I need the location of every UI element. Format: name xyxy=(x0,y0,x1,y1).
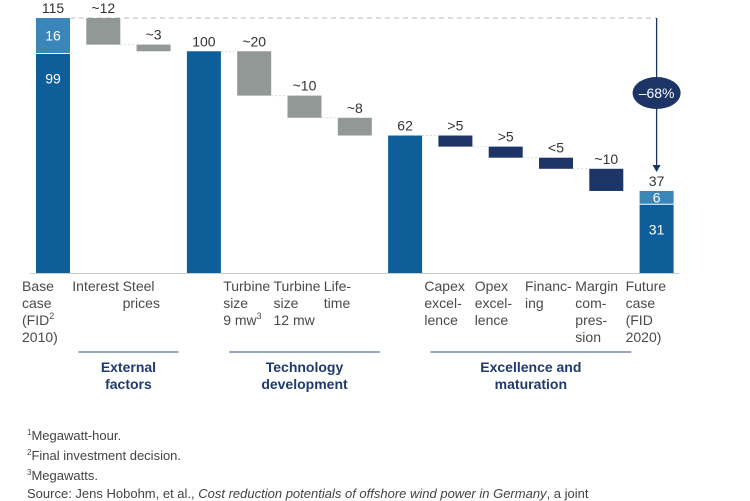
group-label-external: External xyxy=(101,359,156,375)
category-label-future-case: case xyxy=(626,295,656,311)
bar-steel-prices xyxy=(136,44,171,52)
segment-label-base-case-1: 16 xyxy=(45,28,61,44)
group-label-technology: Technology xyxy=(266,359,344,375)
segment-label-future-case-1: 6 xyxy=(653,190,661,206)
category-label-margin-compression: Margin xyxy=(575,278,618,294)
source-title: Cost reduction potentials of offshore wi… xyxy=(198,486,547,501)
category-label-turbine-9mw: size xyxy=(223,295,248,311)
category-label-margin-compression: com- xyxy=(575,295,606,311)
bar-margin-compression xyxy=(589,168,624,191)
category-label-base-case: case xyxy=(22,295,52,311)
footnote-1: 1Megawatt-hour. xyxy=(27,428,122,443)
superscript: 2 xyxy=(49,311,54,321)
category-label-turbine-12mw: size xyxy=(274,295,299,311)
category-label-opex-excellence: Opex xyxy=(475,278,508,294)
annotation-arrowhead xyxy=(652,164,661,172)
bar-future-case-segment-0 xyxy=(639,204,674,273)
category-label-lifetime: time xyxy=(324,295,351,311)
value-label-steel-prices: ~3 xyxy=(146,27,162,43)
value-label-lifetime: ~8 xyxy=(347,100,363,116)
annotation-badge xyxy=(632,77,681,109)
category-label-financing: ing xyxy=(525,295,544,311)
category-label-capex-excellence: Capex xyxy=(424,278,464,294)
bar-turbine-9mw xyxy=(237,51,272,96)
category-label-future-case: (FID xyxy=(626,312,653,328)
category-label-opex-excellence: excel- xyxy=(475,295,513,311)
category-label-base-case: (FID2 xyxy=(22,311,54,328)
category-label-turbine-9mw: 9 mw3 xyxy=(223,311,261,328)
category-label-capex-excellence: lence xyxy=(424,312,458,328)
bar-subtotal-100-segment-0 xyxy=(186,51,221,274)
category-label-base-case: 2010) xyxy=(22,329,58,345)
value-label-margin-compression: ~10 xyxy=(594,151,618,167)
footnote-3: 3Megawatts. xyxy=(27,468,98,483)
value-label-subtotal-100: 100 xyxy=(192,33,216,49)
value-label-turbine-9mw: ~20 xyxy=(242,33,266,49)
bar-lifetime xyxy=(337,117,372,136)
annotation-label: –68% xyxy=(639,85,675,101)
category-label-margin-compression: sion xyxy=(575,329,601,345)
group-label-excellence: Excellence and xyxy=(480,359,581,375)
value-label-subtotal-62: 62 xyxy=(397,118,413,134)
category-label-margin-compression: pres- xyxy=(575,312,607,328)
value-label-capex-excellence: >5 xyxy=(447,118,463,134)
bar-subtotal-62-segment-0 xyxy=(388,135,423,273)
category-label-financing: Financ- xyxy=(525,278,572,294)
category-label-capex-excellence: excel- xyxy=(424,295,462,311)
group-label-excellence: maturation xyxy=(495,376,567,392)
value-label-financing: <5 xyxy=(548,140,564,156)
bar-turbine-12mw xyxy=(287,95,322,118)
bar-opex-excellence xyxy=(488,146,523,158)
category-label-turbine-12mw: 12 mw xyxy=(274,312,316,328)
category-label-interest: Interest xyxy=(72,278,119,294)
category-label-opex-excellence: lence xyxy=(475,312,509,328)
bar-base-case-segment-0 xyxy=(36,53,70,274)
bar-base-case-segment-1 xyxy=(36,18,70,54)
superscript: 3 xyxy=(257,311,262,321)
value-label-future-case: 37 xyxy=(649,173,665,189)
group-label-external: factors xyxy=(105,376,152,392)
value-label-opex-excellence: >5 xyxy=(498,129,514,145)
category-label-steel-prices: prices xyxy=(123,295,160,311)
category-label-base-case: Base xyxy=(22,278,54,294)
group-label-technology: development xyxy=(261,376,348,392)
category-label-turbine-9mw: Turbine xyxy=(223,278,270,294)
value-label-base-case: 115 xyxy=(42,0,65,16)
source-citation: Source: Jens Hobohm, et al., Cost reduct… xyxy=(27,486,589,501)
footnote-2: 2Final investment decision. xyxy=(27,448,182,463)
category-label-future-case: Future xyxy=(626,278,667,294)
waterfall-chart: 9916115Basecase(FID22010)~12Interest~3St… xyxy=(22,0,681,392)
bar-future-case-segment-1 xyxy=(639,190,674,205)
value-label-interest: ~12 xyxy=(91,0,115,16)
bar-interest xyxy=(86,18,121,45)
category-label-future-case: 2020) xyxy=(626,329,662,345)
bar-financing xyxy=(539,157,573,169)
footnotes: 1Megawatt-hour. 2Final investment decisi… xyxy=(27,424,181,484)
category-label-lifetime: Life- xyxy=(324,278,352,294)
category-label-turbine-12mw: Turbine xyxy=(274,278,321,294)
segment-label-future-case-0: 31 xyxy=(649,221,665,237)
category-label-steel-prices: Steel xyxy=(123,278,155,294)
bar-capex-excellence xyxy=(438,135,473,147)
segment-label-base-case-0: 99 xyxy=(45,70,61,86)
value-label-turbine-12mw: ~10 xyxy=(293,78,317,94)
